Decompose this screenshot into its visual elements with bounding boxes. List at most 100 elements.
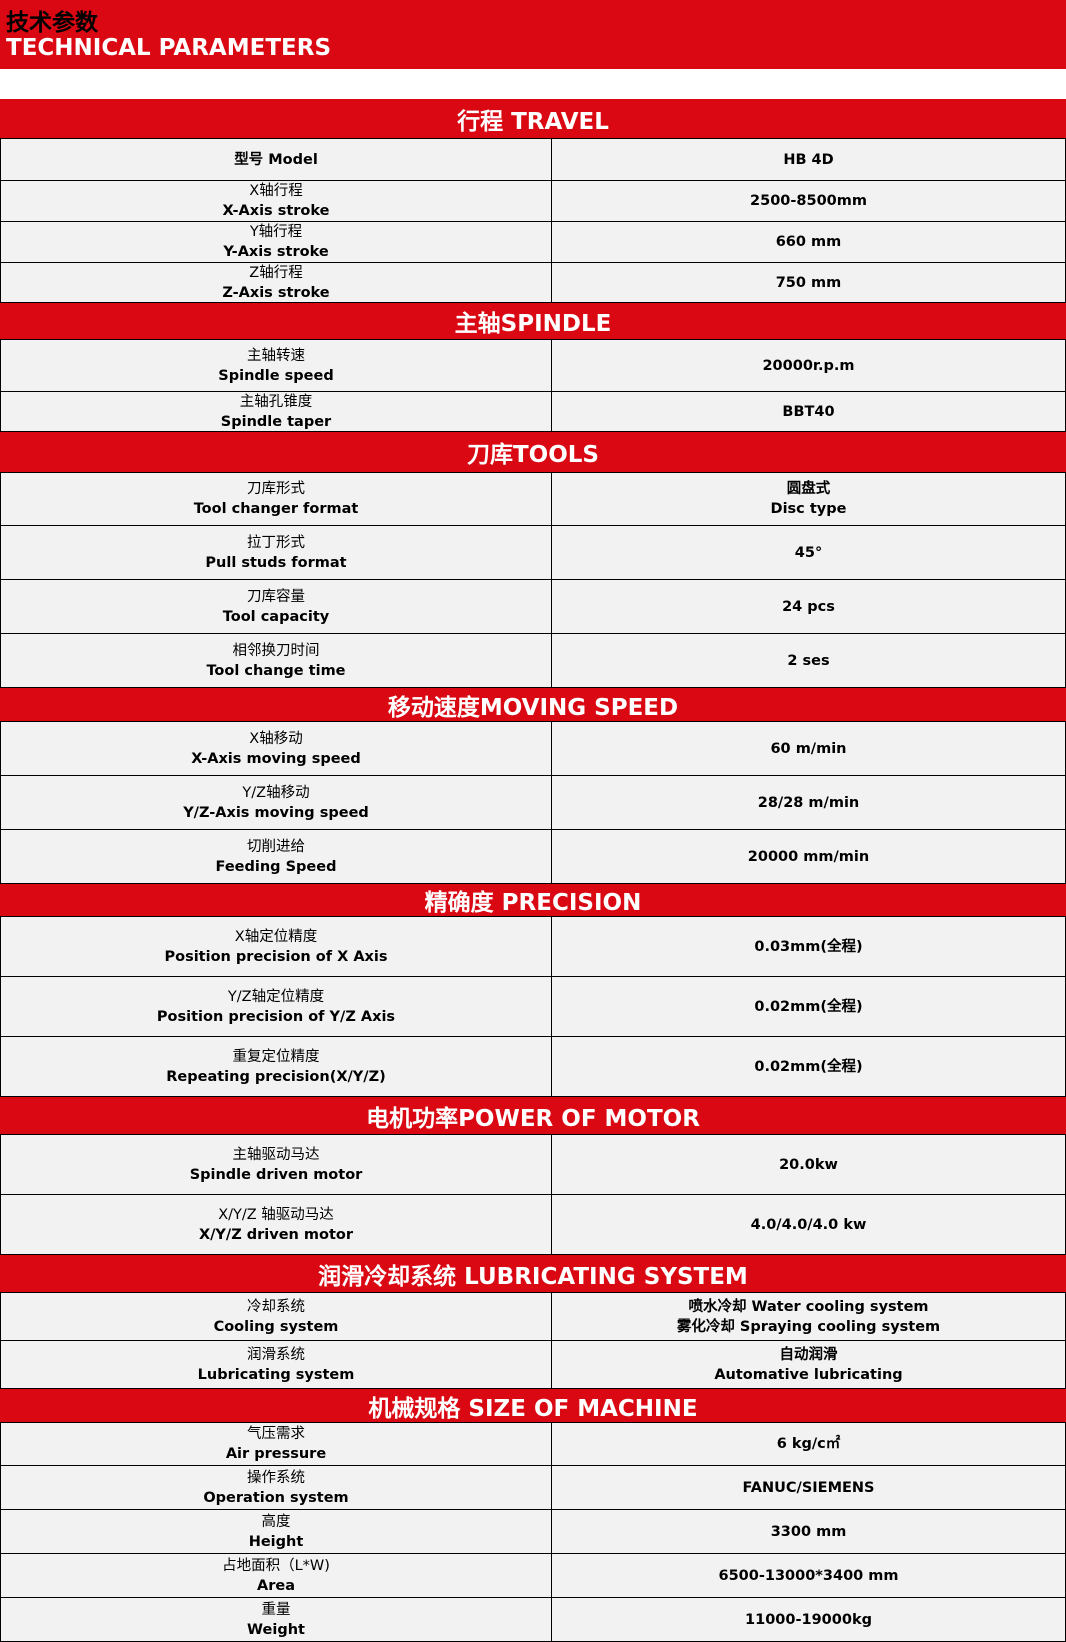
parameter-label: 刀库形式 Tool changer format [0, 473, 552, 525]
value-line: 2500-8500mm [750, 193, 867, 209]
parameter-label: Y/Z轴定位精度 Position precision of Y/Z Axis [0, 977, 552, 1036]
label-line: 刀库容量 [247, 588, 305, 605]
label-line: 高度 [261, 1513, 291, 1530]
label-line: 型号 Model [234, 151, 318, 168]
parameter-label: 高度 Height [0, 1510, 552, 1553]
parameter-label: X/Y/Z 轴驱动马达 X/Y/Z driven motor [0, 1195, 552, 1254]
table-row: X轴移动 X-Axis moving speed 60 m/min [0, 722, 1066, 776]
table-row: 刀库容量 Tool capacity 24 pcs [0, 580, 1066, 634]
parameter-value: 6 kg/c㎡ [552, 1423, 1066, 1465]
label-line: X-Axis stroke [222, 203, 330, 219]
label-line: Spindle taper [220, 413, 332, 430]
parameter-value: FANUC/SIEMENS [552, 1466, 1066, 1509]
table-row: 冷却系统 Cooling system 喷水冷却 Water cooling sys… [0, 1293, 1066, 1341]
label-line: 气压需求 [247, 1426, 305, 1442]
label-line: Area [257, 1577, 295, 1594]
parameter-value: 11000-19000kg [552, 1598, 1066, 1641]
table-row: 型号 Model HB 4D [0, 139, 1066, 181]
parameter-label: 型号 Model [0, 139, 552, 180]
label-line: 主轴孔锥度 [239, 393, 313, 410]
parameter-label: 重复定位精度 Repeating precision(X/Y/Z) [0, 1037, 552, 1096]
parameter-value: 0.03mm(全程) [552, 917, 1066, 976]
parameter-label: 操作系统 Operation system [0, 1466, 552, 1509]
parameter-label: X轴行程 X-Axis stroke [0, 181, 552, 221]
value-line: 20000r.p.m [762, 357, 855, 374]
value-line: HB 4D [783, 151, 834, 168]
title-en: TECHNICAL PARAMETERS [6, 35, 332, 61]
value-line: BBT40 [782, 403, 835, 420]
value-line: 20.0kw [779, 1156, 838, 1173]
label-line: Z-Axis stroke [222, 284, 330, 301]
value-line: 6500-13000*3400 mm [718, 1567, 899, 1584]
label-line: X/Y/Z 轴驱动马达 [218, 1206, 334, 1223]
section-header: 电机功率POWER OF MOTOR [0, 1097, 1066, 1135]
parameter-value: 24 pcs [552, 580, 1066, 633]
table-row: 润滑系统 Lubricating system 自动润滑 Automative lub… [0, 1341, 1066, 1389]
label-line: Lubricating system [197, 1366, 355, 1383]
parameter-value: 圆盘式 Disc type [552, 473, 1066, 525]
label-line: Air pressure [225, 1446, 327, 1462]
label-line: Spindle speed [218, 367, 334, 384]
table-row: 主轴驱动马达 Spindle driven motor 20.0kw [0, 1135, 1066, 1195]
title-banner: 技术参数 TECHNICAL PARAMETERS [0, 0, 1066, 69]
label-line: Position precision of Y/Z Axis [156, 1008, 396, 1025]
parameter-value: 45° [552, 526, 1066, 579]
section-header: 刀库TOOLS [0, 432, 1066, 473]
label-line: 冷却系统 [247, 1298, 305, 1315]
label-line: 拉丁形式 [247, 534, 305, 551]
section-header: 行程 TRAVEL [0, 99, 1066, 139]
value-line: 圆盘式 [786, 481, 831, 497]
section-header: 精确度 PRECISION [0, 884, 1066, 917]
label-line: X轴移动 [249, 730, 303, 747]
parameter-label: 主轴驱动马达 Spindle driven motor [0, 1135, 552, 1194]
parameter-value: 20000 mm/min [552, 830, 1066, 883]
parameter-label: 主轴转速 Spindle speed [0, 340, 552, 391]
label-line: 主轴转速 [247, 347, 305, 364]
value-line: 60 m/min [770, 740, 847, 757]
label-line: Operation system [203, 1489, 349, 1506]
table-row: 主轴转速 Spindle speed 20000r.p.m [0, 340, 1066, 392]
label-line: Tool change time [206, 662, 346, 679]
table-row: X/Y/Z 轴驱动马达 X/Y/Z driven motor 4.0/4.0/4.0… [0, 1195, 1066, 1255]
table-row: 重量 Weight 11000-19000kg [0, 1598, 1066, 1642]
parameters-table: 行程 TRAVEL 型号 Model HB 4D X轴行程 X-Axis stroke 2… [0, 99, 1066, 1642]
parameter-label: 润滑系统 Lubricating system [0, 1341, 552, 1388]
parameter-label: Y轴行程 Y-Axis stroke [0, 222, 552, 262]
value-line: 雾化冷却 Spraying cooling system [676, 1318, 941, 1335]
parameter-value: 20000r.p.m [552, 340, 1066, 391]
parameter-label: Z轴行程 Z-Axis stroke [0, 263, 552, 302]
value-line: 0.02mm(全程) [754, 998, 863, 1015]
parameter-value: 自动润滑 Automative lubricating [552, 1341, 1066, 1388]
value-line: 6 kg/c㎡ [776, 1436, 841, 1452]
value-line: 自动润滑 [779, 1346, 838, 1363]
parameter-value: BBT40 [552, 392, 1066, 431]
table-row: 操作系统 Operation system FANUC/SIEMENS [0, 1466, 1066, 1510]
label-line: 重复定位精度 [232, 1048, 320, 1065]
parameter-label: 重量 Weight [0, 1598, 552, 1641]
parameter-value: 28/28 m/min [552, 776, 1066, 829]
value-line: 0.03mm(全程) [754, 938, 863, 955]
value-line: 11000-19000kg [745, 1611, 872, 1628]
label-line: Y-Axis stroke [223, 244, 329, 260]
parameter-value: 0.02mm(全程) [552, 1037, 1066, 1096]
parameter-label: 主轴孔锥度 Spindle taper [0, 392, 552, 431]
label-line: Height [248, 1533, 304, 1550]
label-line: Position precision of X Axis [164, 948, 388, 965]
label-line: 切削进给 [247, 838, 305, 855]
value-line: 660 mm [775, 234, 842, 250]
table-row: 拉丁形式 Pull studs format 45° [0, 526, 1066, 580]
label-line: Y/Z轴定位精度 [227, 988, 325, 1005]
parameter-label: Y/Z轴移动 Y/Z-Axis moving speed [0, 776, 552, 829]
table-row: X轴定位精度 Position precision of X Axis 0.03mm… [0, 917, 1066, 977]
parameter-label: X轴移动 X-Axis moving speed [0, 722, 552, 775]
value-line: FANUC/SIEMENS [742, 1479, 875, 1496]
table-row: 占地面积（L*W) Area 6500-13000*3400 mm [0, 1554, 1066, 1598]
parameter-value: 0.02mm(全程) [552, 977, 1066, 1036]
parameter-label: 相邻换刀时间 Tool change time [0, 634, 552, 687]
label-line: 重量 [261, 1601, 291, 1618]
table-row: 重复定位精度 Repeating precision(X/Y/Z) 0.02mm(全… [0, 1037, 1066, 1097]
label-line: Y轴行程 [249, 224, 303, 240]
table-row: 刀库形式 Tool changer format 圆盘式 Disc type [0, 473, 1066, 526]
label-line: 相邻换刀时间 [232, 642, 320, 659]
label-line: X-Axis moving speed [191, 750, 361, 767]
